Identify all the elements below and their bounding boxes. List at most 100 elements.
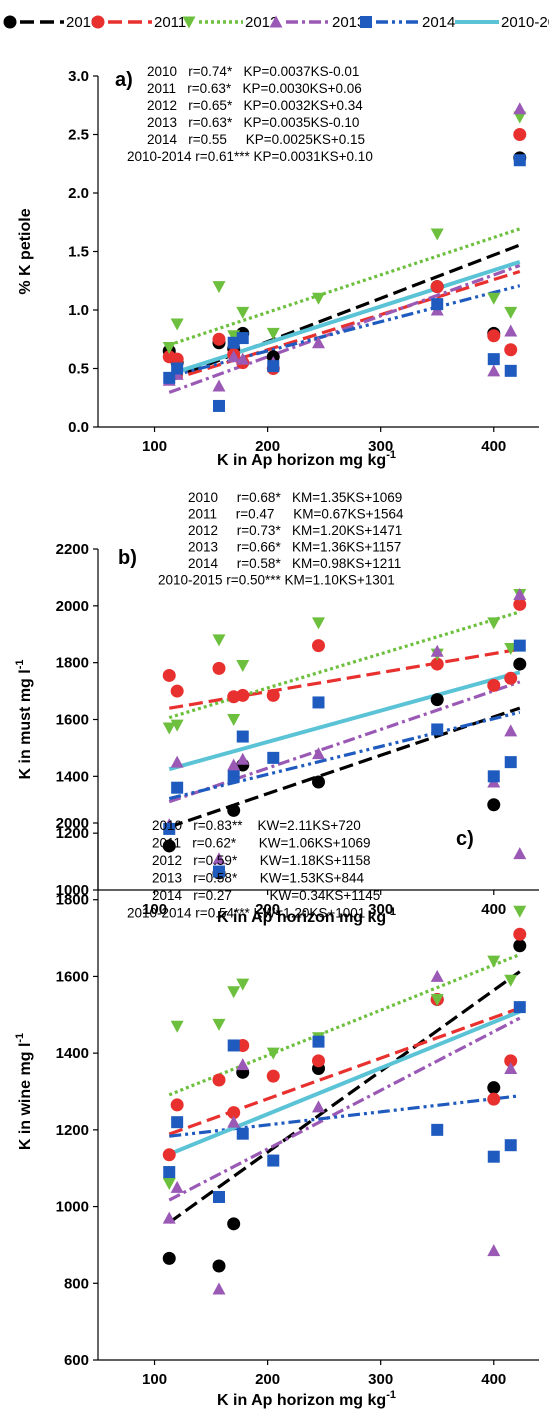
- data-point-2012: [312, 292, 325, 305]
- legend-entry-2011: 2011: [91, 14, 186, 31]
- chart-panel-1: 0.0 0.5 1.0 1.5 2.0 2.5 3.0 100 200 300 400 K in Ap…: [17, 64, 539, 469]
- x-axis-label-superscript: -1: [386, 1389, 396, 1401]
- y-tick-label: 1.0: [68, 302, 89, 319]
- data-point-2011: [212, 1073, 226, 1087]
- data-point-2014: [227, 770, 240, 783]
- data-point-2013: [212, 379, 226, 392]
- data-point-2012: [170, 1020, 184, 1033]
- data-point-2014: [227, 336, 240, 349]
- data-point-2013: [312, 747, 325, 760]
- data-point-2011: [227, 1106, 241, 1120]
- data-point-2010: [430, 693, 444, 707]
- trend-line-2014: [168, 710, 521, 801]
- regression-annotation: 2010 r=0.83** KW=2.11KS+720: [152, 818, 361, 833]
- y-tick-label: 2000: [56, 598, 89, 615]
- x-tick-label: 200: [255, 438, 280, 455]
- y-tick-label: 1600: [56, 968, 89, 985]
- x-tick-label: 100: [142, 901, 167, 918]
- data-point-2011: [487, 1092, 501, 1106]
- data-point-2012: [266, 327, 280, 340]
- data-point-2014: [487, 770, 500, 783]
- y-tick-label: 1400: [56, 768, 89, 785]
- regression-annotation: 2010-2014 r=0.54*** KW=1.20KS+1001: [127, 906, 365, 921]
- legend-marker-2013: [269, 15, 283, 28]
- data-point-2012: [487, 292, 501, 305]
- y-tick-label: 1000: [56, 1199, 89, 1216]
- x-tick-label: 400: [481, 1371, 506, 1388]
- y-tick-label: 2.5: [68, 127, 89, 144]
- y-axis-label-text: % K petiole: [17, 208, 34, 294]
- chart-panel-2: 1000 1200 1400 1600 1800 2000 2200 100 200 300 400…: [14, 490, 539, 926]
- data-point-2010: [227, 1217, 241, 1231]
- data-point-2013: [312, 1100, 325, 1113]
- data-point-2014: [227, 1039, 240, 1052]
- x-tick-label: 400: [481, 438, 506, 455]
- regression-annotation: 2010 r=0.68* KM=1.35KS+1069: [188, 490, 402, 505]
- data-point-2011: [487, 678, 501, 692]
- data-point-2010: [162, 839, 176, 853]
- data-point-2014: [504, 1139, 517, 1152]
- data-point-2012: [487, 617, 501, 630]
- y-tick-label: 2.0: [68, 185, 89, 202]
- data-point-2012: [212, 1018, 226, 1031]
- data-point-2013: [513, 102, 527, 115]
- x-axis-label-text: K in Ap horizon mg kg: [217, 1392, 386, 1409]
- data-point-2013: [504, 324, 518, 337]
- regression-annotation: 2010-2015 r=0.50*** KM=1.10KS+1301: [158, 573, 395, 588]
- trend-line-2013: [168, 263, 521, 394]
- data-point-2013: [487, 1244, 501, 1257]
- data-point-2013: [227, 758, 241, 771]
- legend-label-2010-2014: 2010-2014: [501, 14, 549, 31]
- legend-marker-2014: [360, 16, 372, 28]
- y-tick-label: 1.5: [68, 244, 89, 261]
- y-tick-label: 1800: [56, 655, 89, 672]
- panel-label: b): [118, 547, 137, 569]
- regression-annotation: 2013 r=0.66* KM=1.36KS+1157: [188, 540, 401, 555]
- regression-annotation: 2011 r=0.63* KP=0.0030KS+0.06: [147, 81, 362, 96]
- data-point-2014: [267, 1154, 280, 1167]
- data-point-2014: [487, 1150, 500, 1163]
- data-point-2010: [513, 657, 527, 671]
- trend-line-2012: [168, 953, 521, 1097]
- data-point-2013: [236, 752, 250, 765]
- data-point-2013: [312, 336, 325, 349]
- regression-annotation: 2014 r=0.27 KW=0.34KS+1145: [152, 888, 380, 903]
- x-axis-label: K in Ap horizon mg kg-1: [217, 1389, 396, 1409]
- y-tick-label: 1400: [56, 1045, 89, 1062]
- y-tick-label: 1200: [56, 825, 89, 842]
- regression-annotation: 2013 r=0.63* KP=0.0035KS-0.10: [147, 115, 359, 130]
- trend-line-2010-2014: [168, 670, 521, 772]
- data-point-2010: [487, 1081, 501, 1095]
- x-axis-label: K in Ap horizon mg kg-1: [217, 449, 396, 469]
- legend-label-2014: 2014: [422, 14, 455, 31]
- y-tick-label: 1000: [56, 882, 89, 899]
- y-tick-label: 800: [64, 1275, 89, 1292]
- y-axis-label-superscript: -1: [14, 1033, 26, 1043]
- data-point-2012: [236, 306, 250, 319]
- data-point-2014: [312, 1035, 325, 1048]
- regression-annotation: 2012 r=0.65* KP=0.0032KS+0.34: [147, 98, 363, 113]
- data-point-2014: [513, 154, 526, 167]
- data-point-2012: [236, 660, 250, 673]
- data-point-2011: [212, 332, 226, 346]
- x-tick-label: 300: [368, 1371, 393, 1388]
- data-point-2012: [170, 719, 184, 732]
- y-tick-label: 1200: [56, 1122, 89, 1139]
- trend-line-2012: [168, 610, 521, 720]
- x-axis-label-text: K in Ap horizon mg kg: [217, 909, 386, 926]
- regression-annotation: 2010 r=0.74* KP=0.0037KS-0.01: [147, 64, 359, 79]
- data-point-2013: [236, 352, 250, 365]
- legend-entry-2010-2014: 2010-2014: [455, 14, 549, 31]
- regression-annotation: 2012 r=0.73* KM=1.20KS+1471: [188, 523, 402, 538]
- data-point-2013: [212, 852, 226, 865]
- legend-entry-2014: 2014: [360, 14, 455, 31]
- x-tick-label: 300: [368, 438, 393, 455]
- data-point-2013: [162, 1211, 176, 1224]
- data-point-2014: [267, 751, 280, 764]
- y-tick-label: 2000: [56, 815, 89, 832]
- regression-annotation: 2011 r=0.62* KW=1.06KS+1069: [152, 836, 371, 851]
- x-axis-label: K in Ap horizon mg kg-1: [217, 906, 396, 926]
- regression-annotation: 2012 r=0.59* KW=1.18KS+1158: [152, 853, 371, 868]
